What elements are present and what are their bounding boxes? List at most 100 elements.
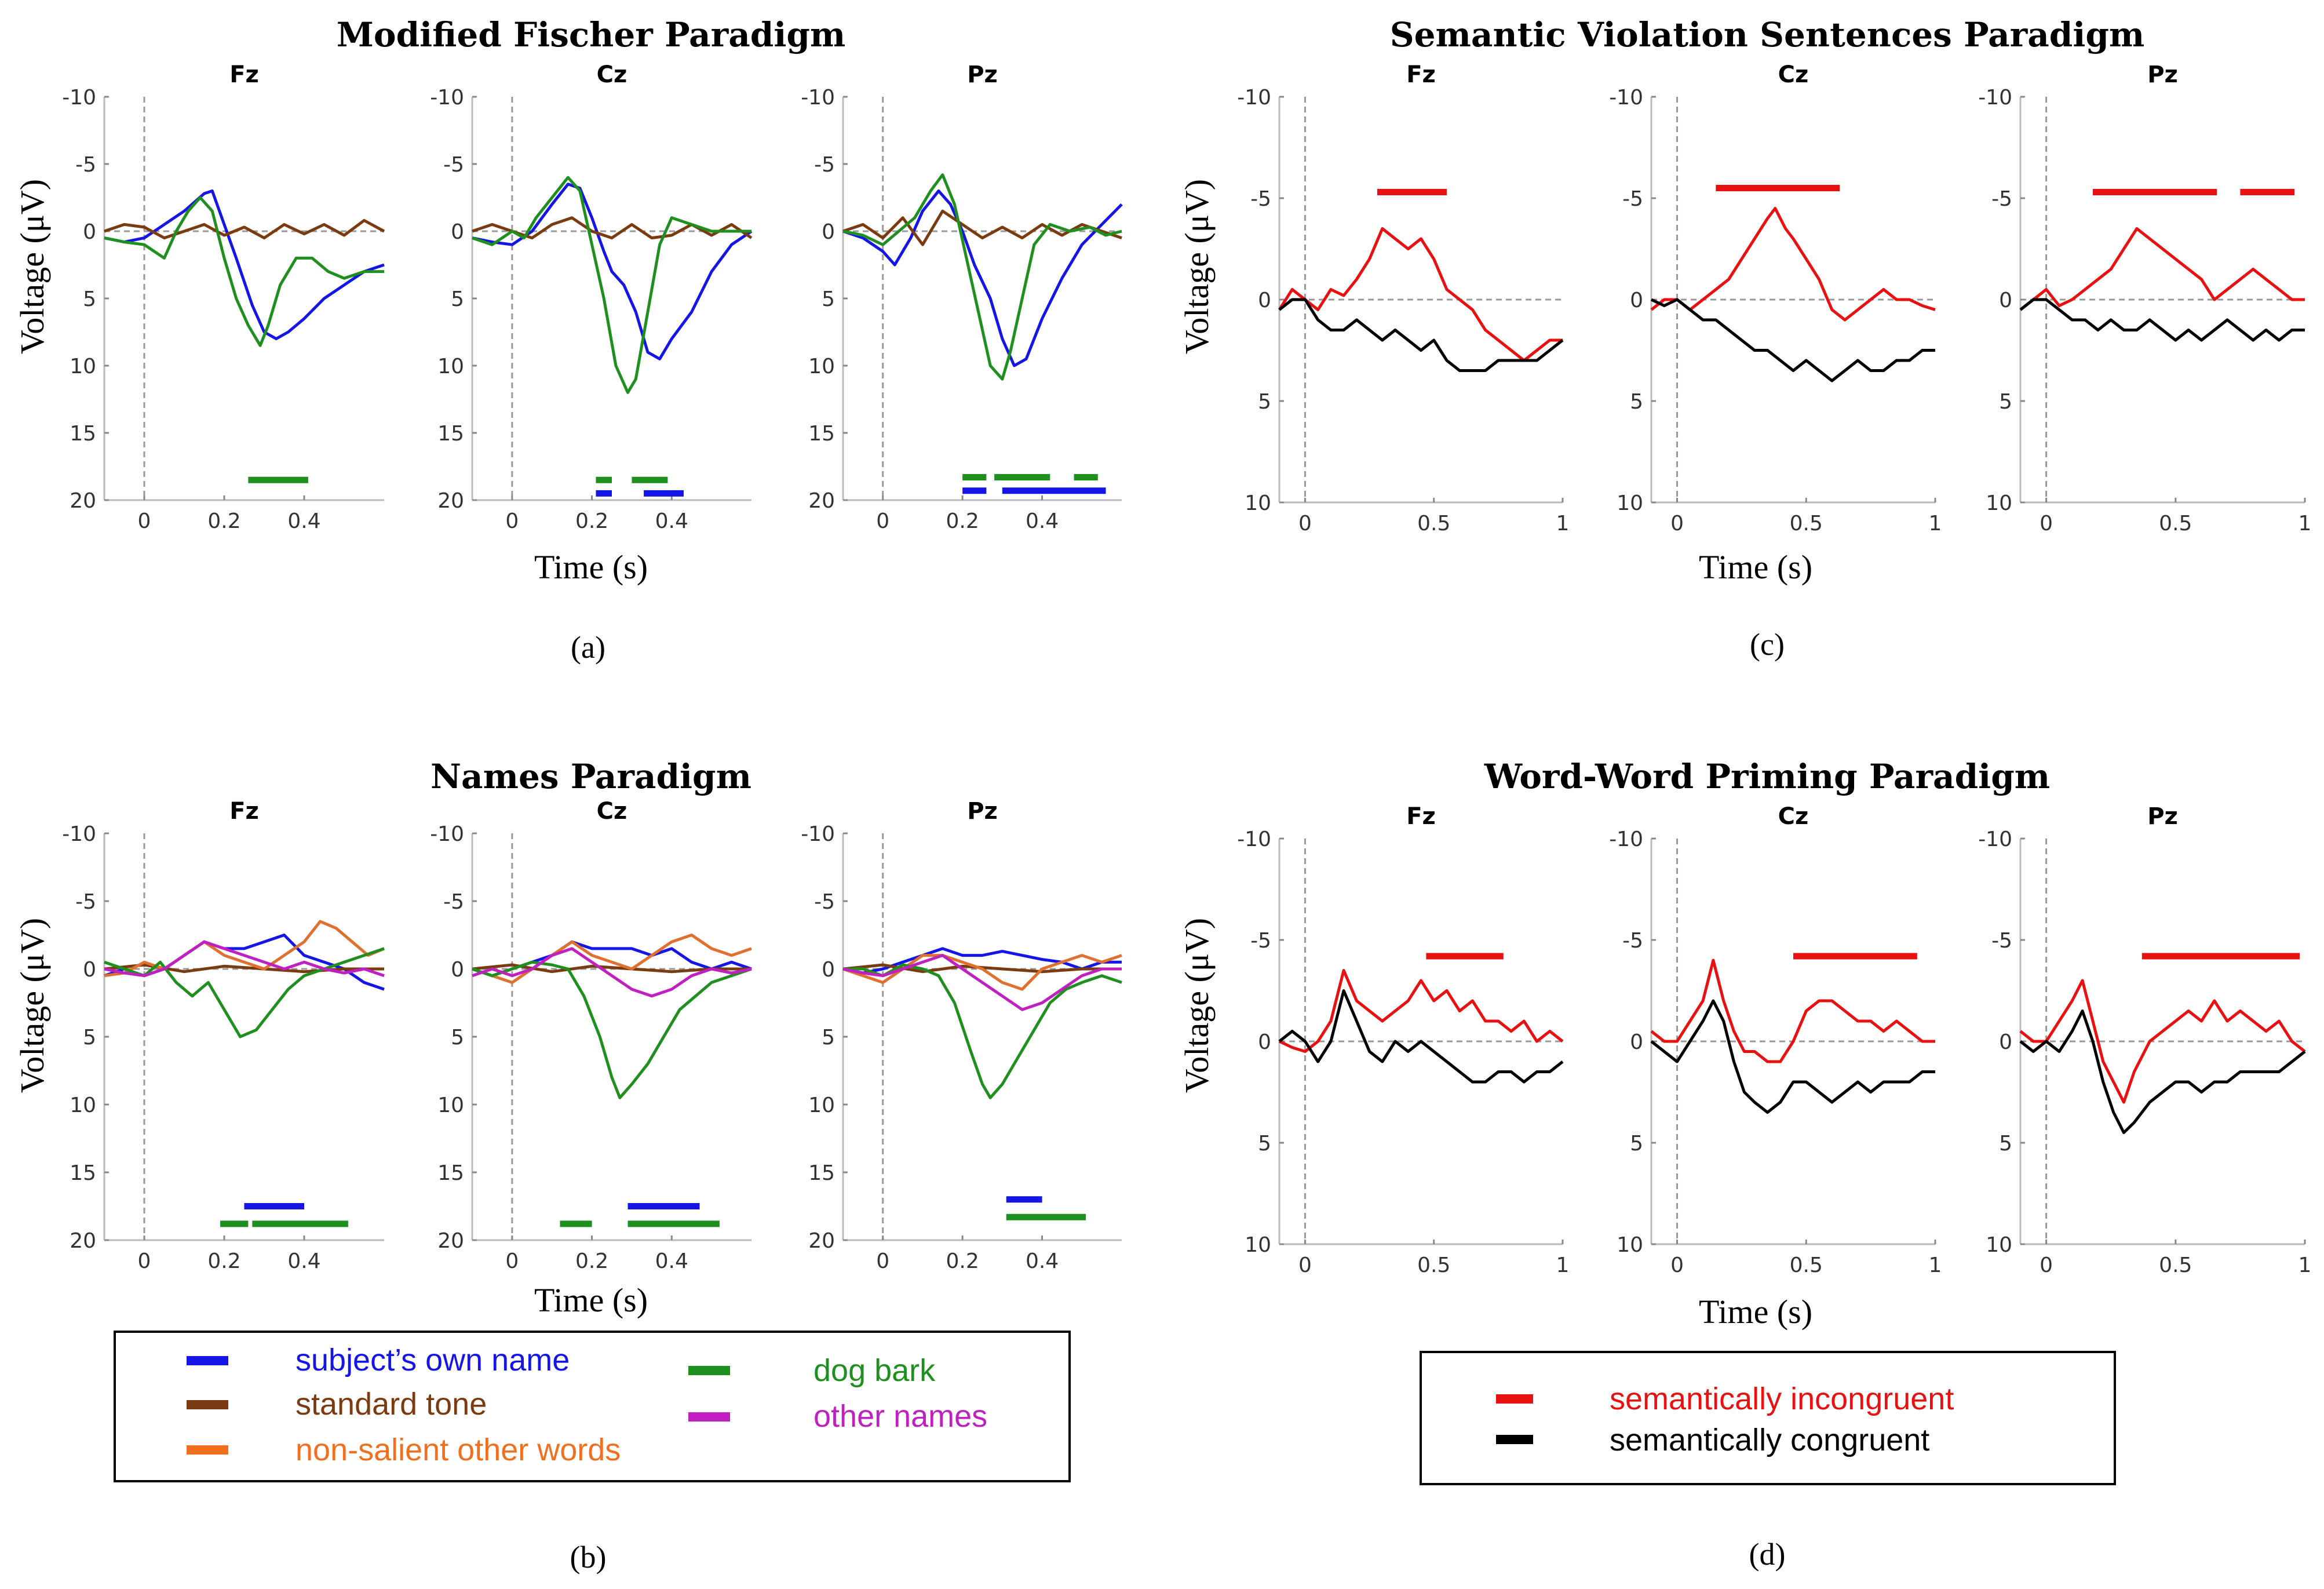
panel-d-pz-ytick-label: 0 (1999, 1030, 2012, 1054)
panel-b-cz-xtick-label: 0.2 (575, 1249, 608, 1273)
panel-b-cz-series-non-salient-other-words (472, 934, 752, 984)
panel-d-cz-series-semantically-incongruent (1650, 958, 1935, 1063)
panel-a-pz-ytick-label: 10 (808, 355, 835, 378)
panel-c-cz-ytick-label: 0 (1630, 289, 1643, 312)
panel-b-pz-xtick-label: 0.4 (1026, 1249, 1059, 1273)
panel-d-fz-ytick-label: 5 (1258, 1132, 1271, 1156)
legend-label-dog-bark: dog bark (813, 1353, 936, 1388)
panel-b-pz-ytick-label: 0 (822, 958, 835, 982)
panel-b-pz-ytick-label: 10 (808, 1094, 835, 1117)
panel-d-fz-series-semantically-congruent (1278, 989, 1564, 1084)
panel-a-title: Modified Fischer Paradigm (337, 15, 846, 54)
panel-c-pz-xtick-label: 0.5 (2159, 512, 2192, 535)
panel-a-fz-ytick-label: 15 (70, 422, 96, 446)
panel-c-fz-ytick-label: 5 (1258, 390, 1271, 414)
legend-swatch-standard-tone (187, 1400, 228, 1409)
panel-b-fz-ytick-label: -10 (62, 822, 96, 846)
panel-c-fz-electrode-label: Fz (1406, 61, 1436, 88)
caption-b: (b) (570, 1540, 607, 1575)
panel-a-cz-series-dog-bark (472, 176, 751, 394)
panel-a-fz-ytick-label: 0 (83, 220, 96, 244)
panel-d-cz-ytick-label: 10 (1617, 1233, 1643, 1257)
panel-d-pz-ytick-label: 10 (1986, 1233, 2012, 1257)
panel-a-pz-ytick-label: 15 (808, 422, 835, 446)
panel-a-fz-xtick-label: 0 (138, 509, 151, 533)
panel-d-pz-series-semantically-congruent (2019, 1009, 2306, 1134)
panel-b-fz-electrode-label: Fz (229, 798, 259, 825)
panel-a-pz-ytick-label: -5 (814, 153, 835, 177)
panel-c-fz-xtick-label: 0.5 (1417, 512, 1450, 535)
panel-a-cz-ytick-label: 5 (451, 287, 464, 311)
panel-b-pz-ytick-label: 15 (808, 1161, 835, 1185)
panel-b-pz-ytick-label: 5 (822, 1026, 835, 1049)
panel-a-fz-series-subject-s-own-name (104, 189, 385, 341)
panel-b-cz-ytick-label: 20 (437, 1229, 464, 1253)
panel-c-cz-ytick-label: 5 (1630, 390, 1643, 414)
panel-c-fz-ytick-label: 0 (1258, 289, 1271, 312)
panel-c-cz-electrode-label: Cz (1778, 61, 1809, 88)
legend-label-congruent: semantically congruent (1610, 1423, 1929, 1457)
panel-a-pz-xtick-label: 0 (876, 509, 889, 533)
panel-a-pz-xtick-label: 0.4 (1026, 509, 1059, 533)
panel-b-cz-xtick-label: 0 (505, 1249, 519, 1273)
panel-c-pz-series-semantically-incongruent (2019, 227, 2305, 311)
panel-d-cz-ytick-label: 0 (1630, 1030, 1643, 1054)
panel-a-fz-electrode-label: Fz (229, 61, 259, 88)
panel-c-cz-ytick-label: -10 (1609, 86, 1643, 110)
panel-b-cz-ytick-label: 10 (437, 1094, 464, 1117)
panel-b-cz-series-other-names (472, 947, 752, 998)
panel-b-xlabel: Time (s) (534, 1281, 648, 1319)
panel-a-fz-ytick-label: 5 (83, 287, 96, 311)
panel-a-pz-series-dog-bark (842, 173, 1122, 381)
panel-a-pz-series-subject-s-own-name (842, 189, 1123, 367)
panel-d-pz-xtick-label: 0.5 (2159, 1253, 2192, 1277)
panel-a-fz-ytick-label: 10 (70, 355, 96, 378)
panel-a-cz-xtick-label: 0.4 (655, 509, 688, 533)
panel-a-cz-ytick-label: 15 (437, 422, 464, 446)
panel-a-pz-ytick-label: 0 (822, 220, 835, 244)
panel-d-fz-xtick-label: 0 (1298, 1253, 1312, 1277)
panel-c-cz-xtick-label: 1 (1929, 512, 1942, 535)
panel-c-pz-ytick-label: -5 (1991, 187, 2012, 211)
panel-c-fz-xtick-label: 1 (1556, 512, 1570, 535)
panel-c-fz-series-semantically-incongruent (1278, 227, 1563, 362)
panel-b-pz-xtick-label: 0 (876, 1249, 889, 1273)
panel-d-cz-ytick-label: -5 (1622, 929, 1643, 953)
legend-label-other-names: other names (813, 1399, 987, 1434)
panel-a-cz-ytick-label: -5 (443, 153, 464, 177)
legend-cd: semantically incongruent semantically co… (1420, 1351, 2116, 1485)
panel-a-ylabel: Voltage (μV) (13, 179, 51, 354)
panel-b-pz-ytick-label: -10 (801, 822, 835, 846)
panel-b-fz-xtick-label: 0.4 (287, 1249, 320, 1273)
panel-d-fz-xtick-label: 0.5 (1417, 1253, 1450, 1277)
panel-a-fz-series-standard-tone (104, 218, 385, 240)
panel-d-pz-ytick-label: -5 (1991, 929, 2012, 953)
legend-swatch-subject-own-name (187, 1356, 228, 1365)
panel-d-pz-xtick-label: 1 (2299, 1253, 2312, 1277)
legend-swatch-dog-bark (688, 1366, 730, 1375)
panel-b-pz-electrode-label: Pz (967, 798, 998, 825)
panel-c-cz-xtick-label: 0.5 (1790, 512, 1823, 535)
legend-swatch-congruent (1496, 1435, 1533, 1444)
panel-b-fz-series-dog-bark (104, 947, 385, 1038)
legend-label-non-salient: non-salient other words (295, 1433, 621, 1467)
panel-a-pz-electrode-label: Pz (967, 61, 998, 88)
panel-d-cz-ytick-label: 5 (1630, 1132, 1643, 1156)
panel-c-xlabel: Time (s) (1699, 548, 1812, 586)
panel-d-pz-series-semantically-incongruent (2019, 979, 2306, 1104)
panel-d-fz-ytick-label: -10 (1237, 828, 1271, 851)
panel-b-pz-ytick-label: 20 (808, 1229, 835, 1253)
panel-a-cz-series-subject-s-own-name (472, 183, 753, 360)
legend-label-subject-own-name: subject’s own name (295, 1343, 570, 1377)
legend-ab: subject’s own name standard tone non-sal… (114, 1331, 1071, 1482)
panel-c-fz-series-semantically-congruent (1278, 298, 1564, 372)
panel-c-pz-electrode-label: Pz (2147, 61, 2178, 88)
panel-a-fz-ytick-label: 20 (70, 489, 96, 513)
panel-d-fz-series-semantically-incongruent (1278, 969, 1564, 1053)
panel-c-pz-ytick-label: 10 (1986, 491, 2012, 515)
panel-b-cz-ytick-label: -10 (430, 822, 464, 846)
panel-a-xlabel: Time (s) (534, 548, 648, 586)
panel-d-fz-electrode-label: Fz (1406, 803, 1436, 830)
